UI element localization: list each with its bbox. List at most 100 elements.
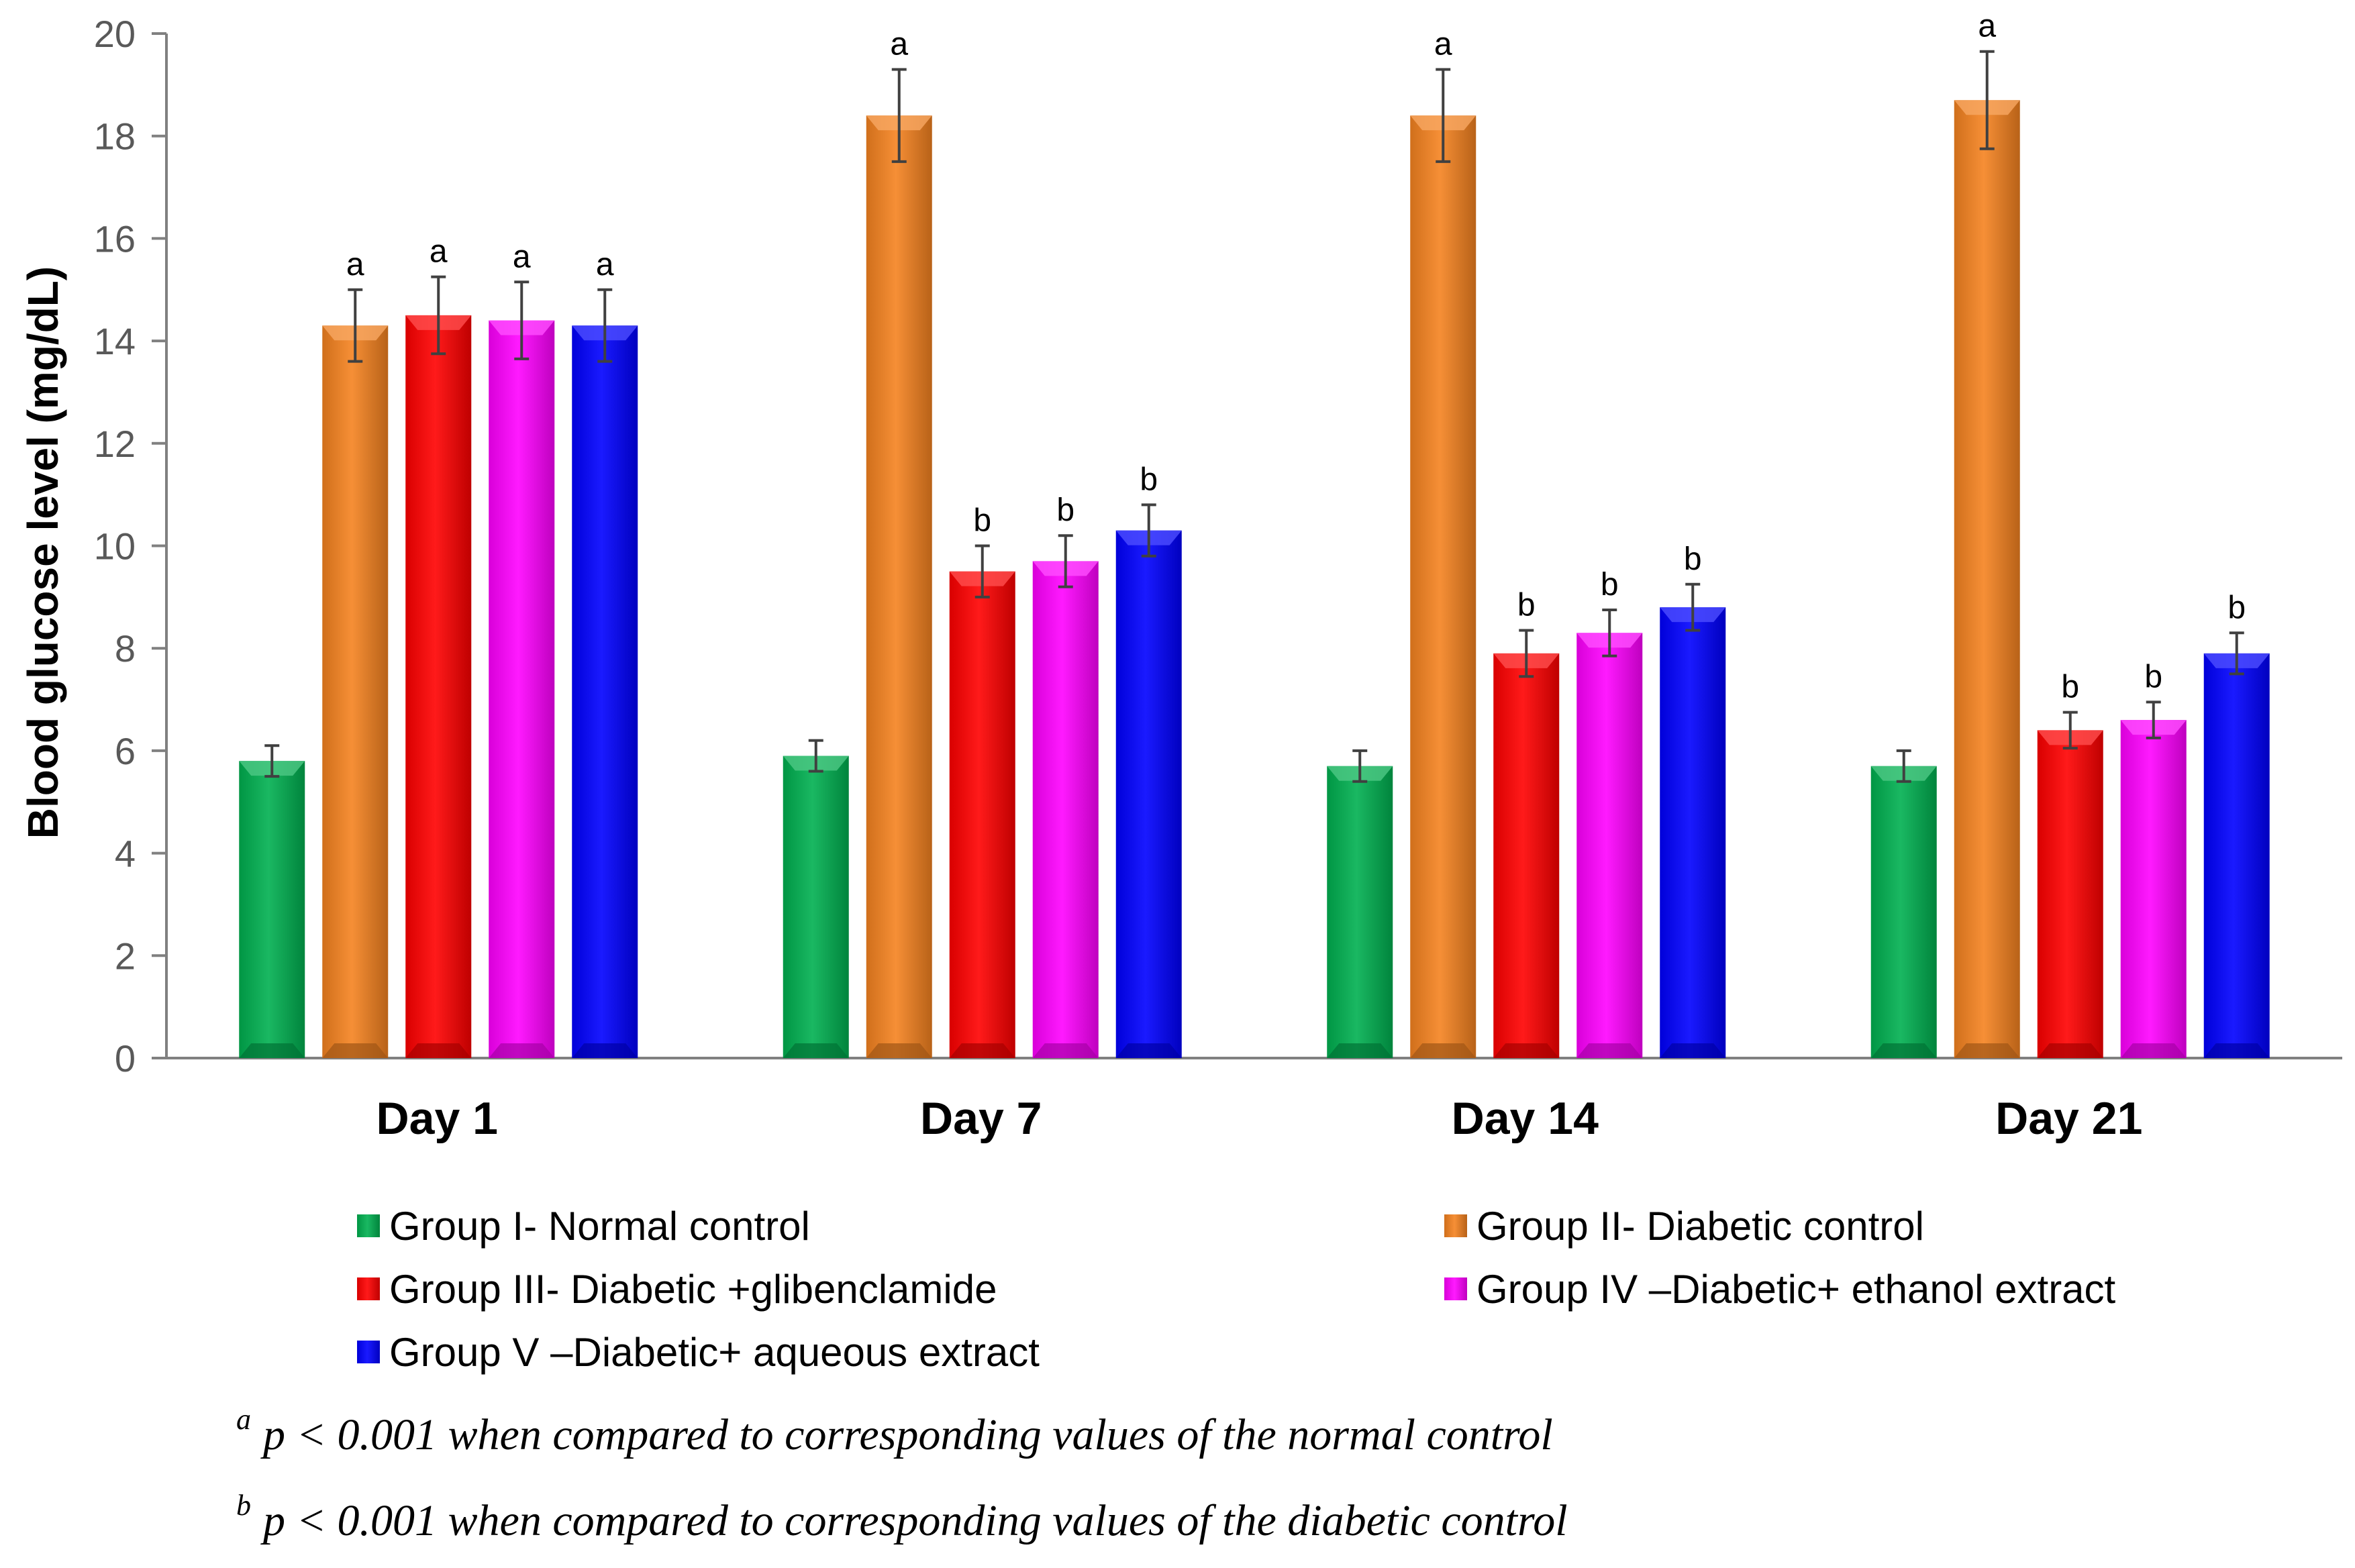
y-tick-label: 8 — [115, 627, 136, 670]
bar — [1870, 766, 1937, 1058]
bar — [783, 755, 849, 1058]
bar — [1576, 633, 1643, 1058]
legend-swatch — [1444, 1214, 1467, 1237]
footnotes: a p < 0.001 when compared to correspondin… — [236, 1403, 1568, 1545]
error-bar — [514, 280, 530, 360]
error-bar — [1602, 608, 1617, 658]
significance-label: b — [1140, 462, 1158, 497]
legend-item: Group IV –Diabetic+ ethanol extract — [1444, 1267, 2116, 1312]
legend-label: Group III- Diabetic +glibenclamide — [389, 1267, 997, 1312]
footnote-marker: a — [236, 1403, 251, 1436]
bar-bottom-bevel — [1870, 1043, 1937, 1058]
significance-labels: a a a a a b b b a b b b a b b b — [346, 9, 2246, 705]
legend-item: Group III- Diabetic +glibenclamide — [357, 1267, 997, 1312]
bar — [1493, 653, 1560, 1058]
bars — [239, 100, 2270, 1058]
y-tick-label: 18 — [94, 115, 136, 158]
y-axis-title: Blood glucose level (mg/dL) — [19, 266, 67, 839]
significance-label: b — [2227, 590, 2246, 625]
footnote-text: p < 0.001 when compared to corresponding… — [260, 1410, 1553, 1459]
bar — [405, 315, 472, 1058]
legend-label: Group V –Diabetic+ aqueous extract — [389, 1330, 1040, 1375]
axes: 0 2 4 6 8 10 12 14 16 18 20 Blood glucose level (mg… — [19, 13, 2342, 1144]
significance-label: a — [430, 234, 448, 270]
bar-bottom-bevel — [1576, 1043, 1643, 1058]
error-bar — [974, 544, 990, 598]
error-bars — [264, 50, 2244, 783]
bar-bottom-bevel — [1493, 1043, 1560, 1058]
bar — [1660, 607, 1726, 1058]
error-bar — [2062, 711, 2078, 750]
bar — [2037, 730, 2103, 1058]
bar-bottom-bevel — [572, 1043, 638, 1058]
bar-bottom-bevel — [1954, 1043, 2020, 1058]
y-tick-label: 14 — [94, 320, 136, 362]
legend-swatch — [357, 1277, 380, 1300]
error-bar — [2229, 631, 2244, 676]
error-bar — [1685, 582, 1701, 632]
bar — [489, 320, 555, 1058]
error-bar — [1519, 629, 1534, 678]
bar-bottom-bevel — [322, 1043, 389, 1058]
significance-label: a — [1434, 26, 1452, 62]
error-bar — [808, 739, 823, 773]
bar-bottom-bevel — [949, 1043, 1015, 1058]
significance-label: a — [1978, 9, 1996, 44]
bar — [949, 571, 1015, 1058]
legend-item: Group V –Diabetic+ aqueous extract — [357, 1330, 1040, 1375]
bar-bottom-bevel — [405, 1043, 472, 1058]
significance-label: b — [2144, 659, 2162, 694]
legend: Group I- Normal control Group II- Diabeti… — [357, 1204, 2116, 1375]
bar-bottom-bevel — [2203, 1043, 2270, 1058]
bar-bottom-bevel — [2037, 1043, 2103, 1058]
y-tick-label: 12 — [94, 423, 136, 465]
bar-bottom-bevel — [1115, 1043, 1182, 1058]
bar — [1954, 100, 2020, 1058]
error-bar — [1352, 749, 1368, 783]
significance-label: b — [1517, 587, 1536, 623]
x-category-label: Day 1 — [377, 1093, 498, 1144]
bar — [1410, 115, 1476, 1058]
legend-label: Group I- Normal control — [389, 1204, 810, 1249]
footnote-text: p < 0.001 when compared to corresponding… — [260, 1496, 1568, 1545]
bar-bottom-bevel — [1410, 1043, 1476, 1058]
bar-bottom-bevel — [783, 1043, 849, 1058]
significance-label: a — [346, 247, 364, 282]
error-bar — [1436, 68, 1451, 163]
legend-label: Group IV –Diabetic+ ethanol extract — [1476, 1267, 2116, 1312]
error-bar — [891, 68, 907, 163]
bar — [1115, 530, 1182, 1058]
error-bar — [1141, 503, 1156, 558]
error-bar — [2146, 700, 2161, 739]
footnote-marker: b — [236, 1489, 251, 1522]
bar-bottom-bevel — [239, 1043, 305, 1058]
error-bar — [1979, 50, 1995, 150]
bar — [322, 325, 389, 1058]
significance-label: b — [1056, 492, 1074, 528]
significance-label: b — [1601, 567, 1619, 603]
y-tick-label: 16 — [94, 217, 136, 260]
bar — [572, 325, 638, 1058]
significance-label: a — [513, 239, 531, 274]
footnote: b p < 0.001 when compared to correspondin… — [236, 1489, 1568, 1545]
bar-bottom-bevel — [1327, 1043, 1393, 1058]
significance-label: a — [596, 247, 614, 282]
bar — [2203, 653, 2270, 1058]
y-tick-label: 0 — [115, 1037, 136, 1080]
bar-bottom-bevel — [866, 1043, 932, 1058]
error-bar — [431, 275, 446, 356]
bar-bottom-bevel — [2120, 1043, 2187, 1058]
legend-label: Group II- Diabetic control — [1476, 1204, 1924, 1249]
significance-label: b — [973, 503, 991, 539]
error-bar — [1058, 534, 1073, 588]
x-category-label: Day 21 — [1995, 1093, 2142, 1144]
y-tick-label: 2 — [115, 935, 136, 977]
bar-bottom-bevel — [489, 1043, 555, 1058]
legend-item: Group II- Diabetic control — [1444, 1204, 1924, 1249]
y-tick-label: 20 — [94, 13, 136, 55]
x-category-label: Day 14 — [1452, 1093, 1599, 1144]
bar-bottom-bevel — [1660, 1043, 1726, 1058]
significance-label: b — [1684, 541, 1702, 577]
